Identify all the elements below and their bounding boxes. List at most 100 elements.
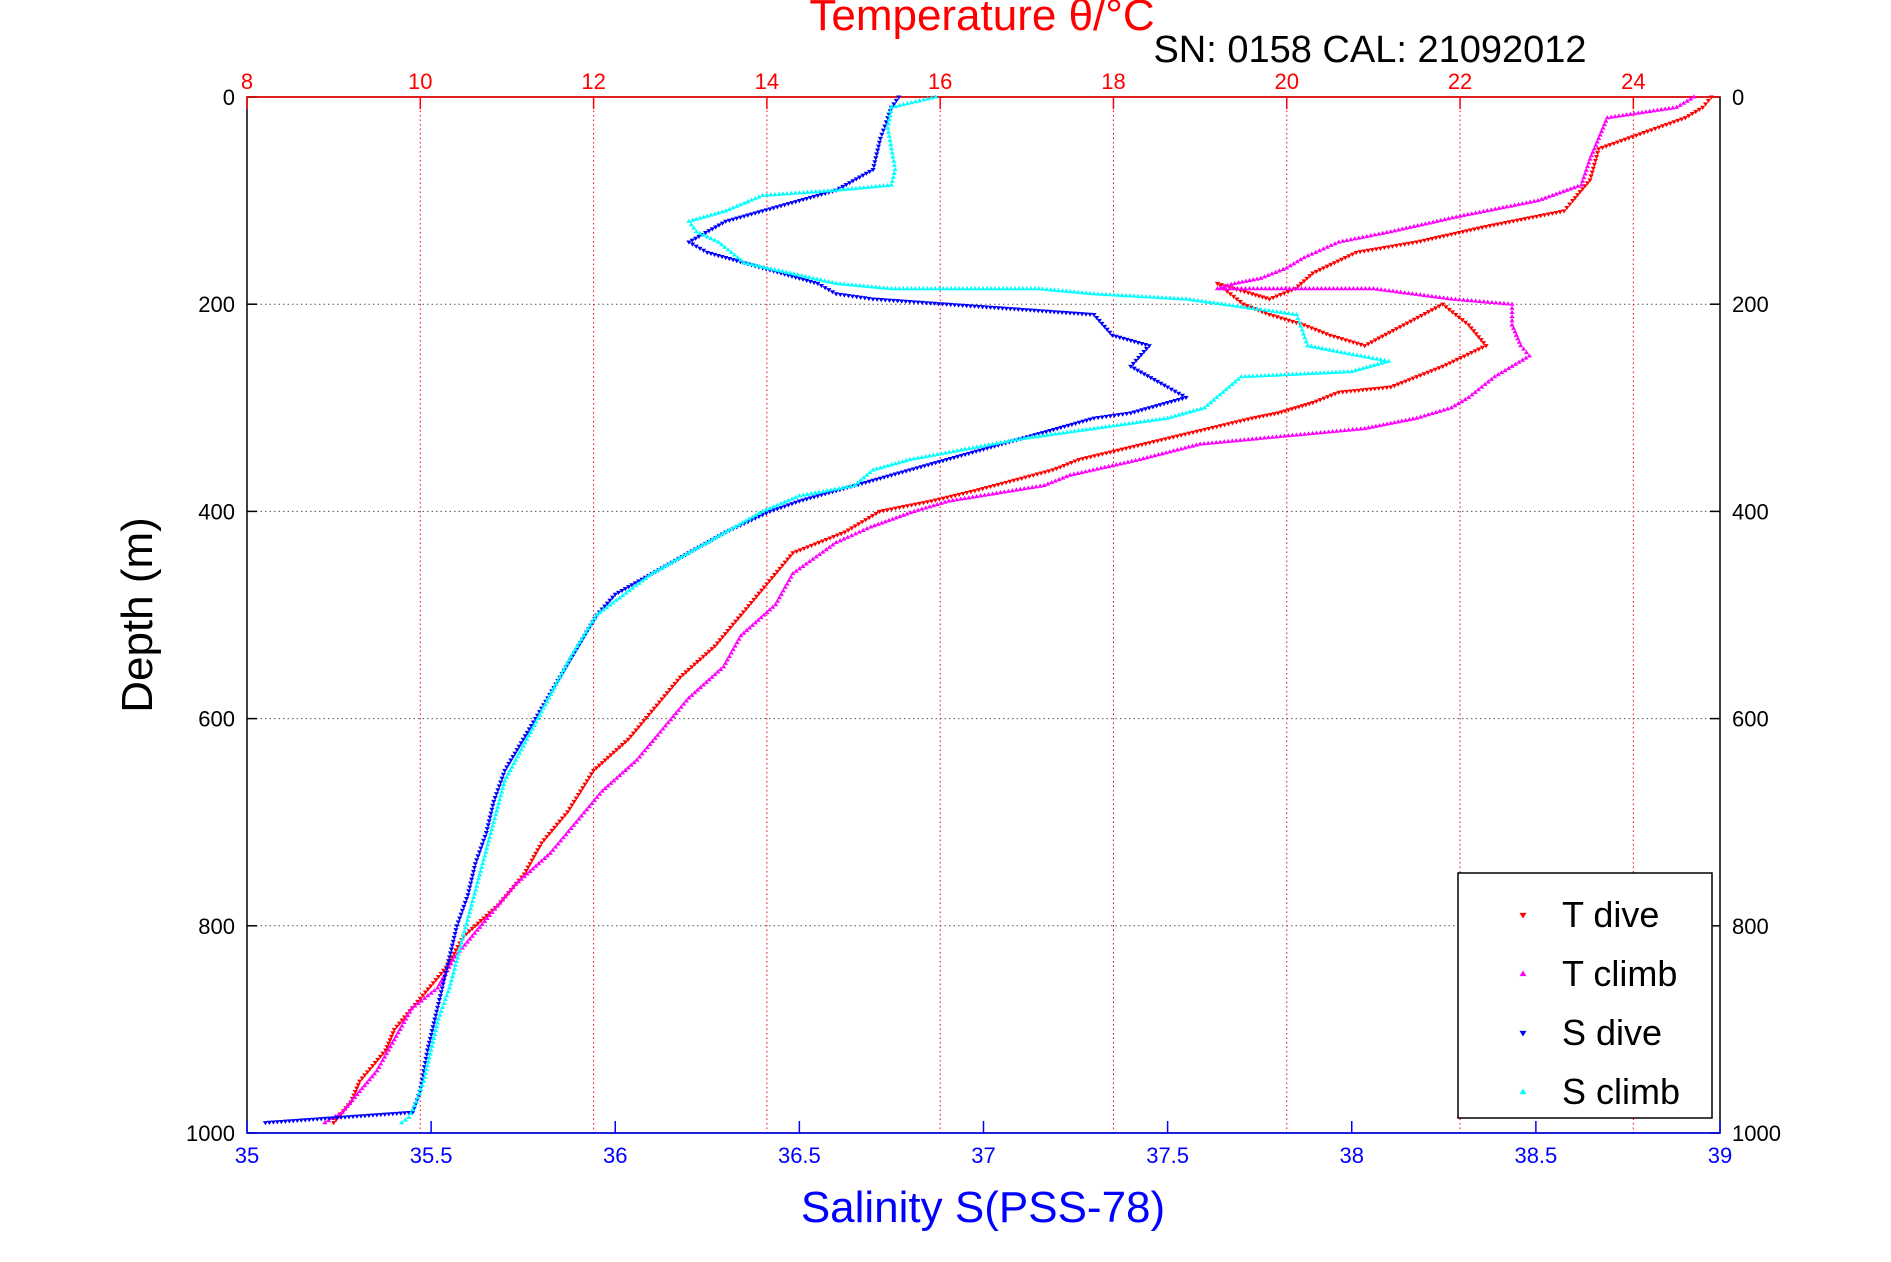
data-point bbox=[1300, 331, 1307, 336]
data-point bbox=[1101, 324, 1108, 329]
data-point bbox=[585, 626, 591, 631]
data-point bbox=[1509, 318, 1515, 323]
data-point bbox=[1301, 371, 1308, 376]
data-point bbox=[1202, 427, 1208, 433]
data-point bbox=[425, 1059, 431, 1064]
data-point bbox=[469, 926, 475, 931]
data-point bbox=[1063, 474, 1070, 479]
data-point bbox=[1476, 335, 1482, 340]
data-point bbox=[484, 827, 490, 832]
data-point bbox=[812, 490, 818, 495]
data-point bbox=[737, 202, 744, 207]
data-point bbox=[1497, 300, 1503, 305]
data-point bbox=[1410, 241, 1416, 246]
data-point bbox=[1214, 394, 1220, 399]
data-point bbox=[1648, 128, 1655, 133]
data-point bbox=[468, 906, 474, 911]
data-point bbox=[266, 1120, 272, 1125]
data-point bbox=[1289, 319, 1296, 325]
data-point bbox=[874, 152, 880, 157]
legend-marker bbox=[1519, 912, 1527, 919]
data-point bbox=[1104, 327, 1110, 332]
data-point bbox=[1115, 413, 1122, 418]
data-point bbox=[1012, 286, 1018, 291]
data-point bbox=[740, 610, 747, 615]
data-point bbox=[713, 225, 719, 230]
data-point bbox=[1354, 426, 1360, 431]
data-point bbox=[915, 455, 921, 460]
data-point bbox=[462, 900, 468, 906]
data-point bbox=[1335, 336, 1341, 341]
data-point bbox=[1471, 227, 1478, 232]
data-point bbox=[813, 554, 819, 559]
data-point bbox=[1334, 428, 1340, 433]
data-point bbox=[371, 1071, 378, 1076]
data-point bbox=[493, 792, 500, 797]
data-point bbox=[800, 492, 806, 497]
data-point bbox=[1099, 291, 1105, 296]
data-point bbox=[403, 1016, 409, 1021]
data-point bbox=[823, 547, 829, 552]
data-point bbox=[1519, 201, 1526, 206]
data-point bbox=[1079, 469, 1085, 475]
data-point bbox=[778, 505, 784, 511]
data-point bbox=[1201, 441, 1207, 446]
data-point bbox=[500, 897, 506, 902]
data-point bbox=[1305, 324, 1311, 329]
data-point bbox=[1342, 338, 1349, 343]
data-point bbox=[1350, 351, 1356, 357]
data-point bbox=[1121, 460, 1127, 465]
data-point bbox=[1523, 349, 1530, 355]
data-point bbox=[1000, 286, 1006, 291]
data-point bbox=[703, 231, 709, 236]
data-point bbox=[976, 286, 982, 291]
data-point bbox=[997, 490, 1004, 495]
data-point bbox=[610, 595, 616, 600]
data-point bbox=[1225, 438, 1231, 443]
data-point bbox=[446, 959, 452, 964]
data-point bbox=[785, 557, 791, 562]
data-point bbox=[875, 148, 881, 153]
data-point bbox=[1170, 448, 1177, 453]
data-point bbox=[852, 482, 858, 488]
data-point bbox=[1313, 399, 1320, 404]
data-point bbox=[768, 266, 774, 271]
data-point bbox=[1278, 316, 1284, 321]
data-point bbox=[539, 858, 545, 863]
data-point bbox=[625, 765, 631, 770]
data-point bbox=[633, 583, 639, 588]
data-point bbox=[1211, 397, 1217, 402]
data-point bbox=[1326, 429, 1332, 434]
data-point bbox=[433, 978, 439, 983]
data-point bbox=[946, 449, 952, 454]
data-point bbox=[270, 1120, 276, 1125]
data-point bbox=[1230, 303, 1236, 308]
data-point bbox=[706, 229, 712, 234]
data-point bbox=[1259, 295, 1266, 300]
data-point bbox=[530, 720, 537, 725]
data-point bbox=[610, 600, 616, 605]
data-point bbox=[331, 1121, 337, 1126]
data-point bbox=[1321, 396, 1327, 401]
data-point bbox=[1457, 213, 1463, 218]
data-point bbox=[430, 1039, 436, 1044]
data-point bbox=[1178, 446, 1184, 451]
data-point bbox=[818, 277, 824, 282]
data-point bbox=[888, 286, 895, 291]
data-point bbox=[463, 897, 470, 902]
data-point bbox=[683, 698, 689, 703]
data-point bbox=[420, 993, 426, 998]
data-point bbox=[1383, 332, 1389, 337]
data-point bbox=[548, 691, 554, 696]
data-point bbox=[1294, 286, 1301, 291]
data-point bbox=[387, 1044, 394, 1049]
data-point bbox=[1560, 188, 1566, 194]
data-point bbox=[753, 512, 759, 517]
data-point bbox=[1052, 478, 1058, 483]
data-point bbox=[628, 762, 634, 767]
data-point bbox=[1652, 126, 1658, 132]
data-point bbox=[483, 849, 489, 854]
data-point bbox=[527, 729, 534, 734]
data-point bbox=[1512, 202, 1518, 207]
data-point bbox=[1496, 205, 1502, 210]
